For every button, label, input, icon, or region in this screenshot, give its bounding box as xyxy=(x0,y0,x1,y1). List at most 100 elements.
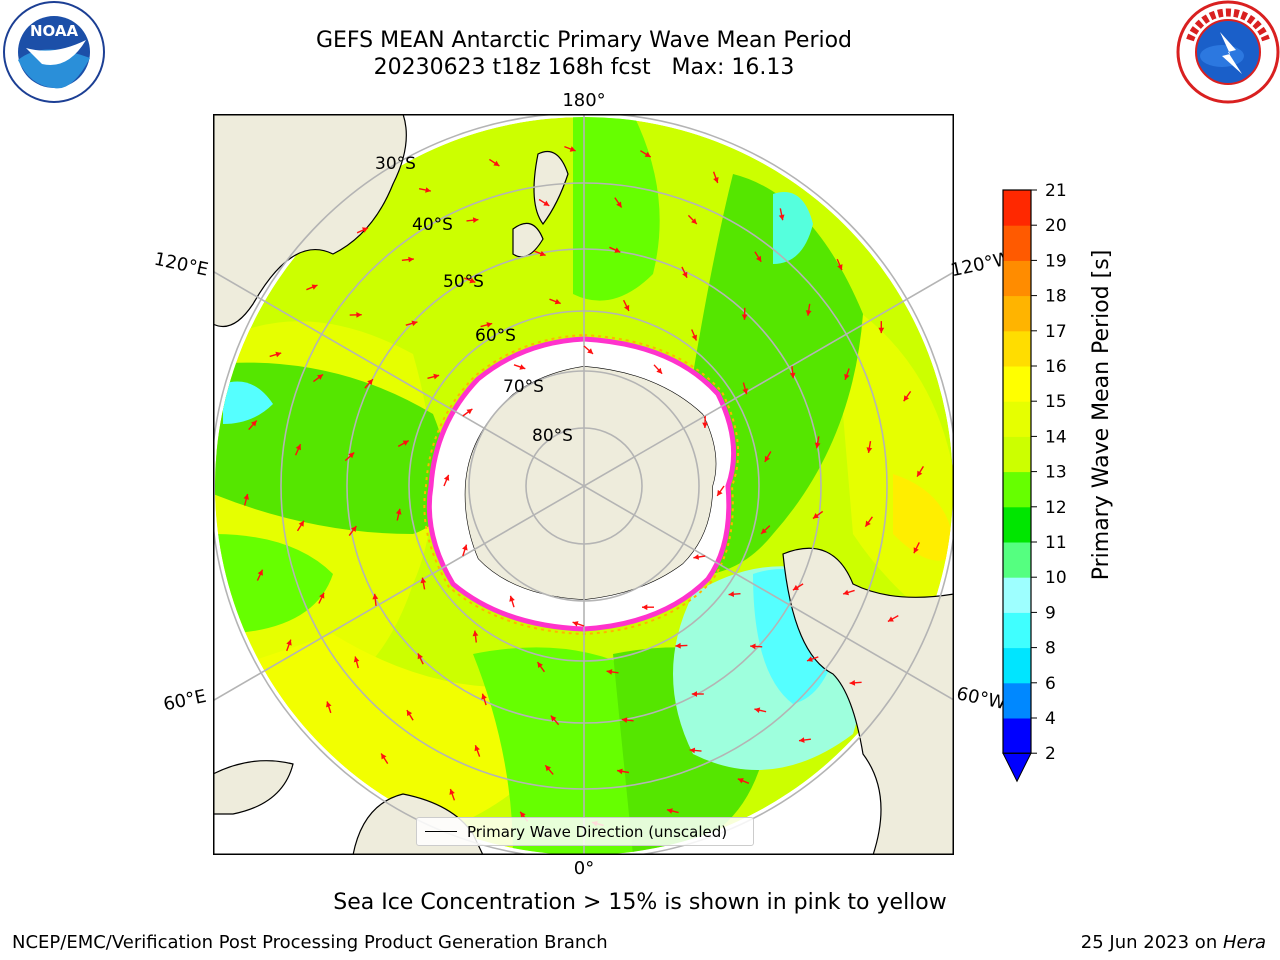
wave-arrow-head xyxy=(286,639,292,646)
lat-label-40s: 40°S xyxy=(412,215,453,235)
colorbar-segment xyxy=(1003,190,1031,226)
footer-date-text: 25 Jun 2023 on xyxy=(1080,932,1223,953)
chart-subtitle-run-info: 20230623 t18z 168h fcst Max: 16.13 xyxy=(373,55,795,80)
wave-arrow-head xyxy=(717,489,723,496)
wave-arrow-head xyxy=(750,643,756,650)
wave-arrow-head xyxy=(903,395,909,402)
colorbar-tick-label: 8 xyxy=(1045,639,1056,659)
wave-arrow-head xyxy=(367,379,373,385)
wave-arrow-head xyxy=(789,372,796,379)
wave-arrow-head xyxy=(425,187,431,193)
colorbar-tick-label: 16 xyxy=(1045,357,1067,377)
svg-text:NOAA: NOAA xyxy=(30,22,79,40)
wave-arrow-head xyxy=(372,593,379,600)
wave-arrow-head xyxy=(519,364,526,370)
wave-arrow-head xyxy=(311,284,318,290)
colorbar-segment xyxy=(1003,260,1031,297)
colorbar-tick-label: 19 xyxy=(1045,251,1067,271)
wave-arrow-head xyxy=(550,715,557,722)
colorbar-segment xyxy=(1003,471,1031,508)
wave-arrow-head xyxy=(865,520,871,527)
wave-arrow-head xyxy=(243,494,249,500)
wave-arrow-head xyxy=(466,408,473,415)
wave-arrow-head xyxy=(689,747,696,754)
colorbar-segment xyxy=(1003,647,1031,684)
wave-arrow-head xyxy=(554,298,561,305)
colorbar-segment xyxy=(1003,577,1031,613)
wave-arrow-head xyxy=(493,160,500,166)
colorbar-extend-min xyxy=(1002,752,1032,783)
wave-arrow-head xyxy=(691,691,697,697)
wave-arrow-head xyxy=(617,768,623,775)
wave-arrow-head xyxy=(395,508,402,515)
wave-arrow-head xyxy=(807,656,813,662)
colorbar-tick-label: 20 xyxy=(1045,216,1067,236)
colorbar-segment xyxy=(1003,682,1031,719)
colorbar-tick-label: 9 xyxy=(1045,603,1056,623)
wave-arrow-head xyxy=(545,765,551,772)
wave-arrow-head xyxy=(420,577,427,584)
colorbar-tick-label: 6 xyxy=(1045,674,1056,694)
wave-arrow-head xyxy=(682,271,688,278)
wave-arrow-head xyxy=(675,642,681,649)
lat-label-70s: 70°S xyxy=(503,377,544,397)
nws-logo-icon xyxy=(1176,0,1280,104)
wave-arrow-head xyxy=(866,447,873,453)
wave-arrow-head xyxy=(756,255,762,262)
wave-arrow-head xyxy=(411,320,418,327)
footer-date: 25 Jun 2023 on Hera xyxy=(1081,932,1266,953)
wave-arrow-head xyxy=(621,717,628,723)
wave-arrow-head xyxy=(469,277,476,284)
wave-arrow-head xyxy=(351,526,357,532)
wave-arrow-head xyxy=(326,701,332,708)
wave-arrow-head xyxy=(887,616,894,622)
wave-arrow-head xyxy=(737,778,744,784)
wave-arrow-head xyxy=(713,177,719,183)
colorbar-segment xyxy=(1003,401,1031,437)
colorbar-segment xyxy=(1003,718,1031,754)
wave-arrow-head xyxy=(778,214,785,221)
wave-arrow-head xyxy=(472,217,479,223)
wave-arrow-head xyxy=(606,669,613,675)
sea-ice-note: Sea Ice Concentration > 15% is shown in … xyxy=(333,890,947,915)
colorbar-tick-label: 2 xyxy=(1045,744,1056,764)
colorbar-tick-label: 14 xyxy=(1045,427,1067,447)
wave-arrow-head xyxy=(843,589,849,596)
wave-arrow-head xyxy=(251,420,257,427)
wave-arrow-head xyxy=(814,442,821,449)
wave-arrow-head xyxy=(693,554,699,560)
noaa-logo-icon: NOAA xyxy=(3,1,105,103)
wave-arrow-head xyxy=(702,422,708,428)
colorbar-segment xyxy=(1003,436,1031,473)
wave-arrow-head xyxy=(462,544,468,551)
wave-arrow-head xyxy=(257,569,263,576)
wave-arrow-head xyxy=(356,312,362,318)
wave-arrow-head xyxy=(792,584,799,591)
colorbar-tick-label: 18 xyxy=(1045,287,1067,307)
wave-arrow-head xyxy=(741,314,748,320)
colorbar-label: Primary Wave Mean Period [s] xyxy=(1089,250,1114,581)
wave-arrow-head xyxy=(402,440,409,446)
wave-arrow-head xyxy=(614,247,621,253)
legend-line-swatch xyxy=(425,831,457,832)
lon-label-180: 180° xyxy=(562,90,605,111)
graticule xyxy=(213,114,954,855)
wave-arrow-head xyxy=(520,811,526,818)
wave-arrow-head xyxy=(587,348,593,354)
wave-arrow-head xyxy=(509,595,515,602)
legend-label: Primary Wave Direction (unscaled) xyxy=(467,823,728,841)
wave-arrow-head xyxy=(764,455,770,462)
colorbar-segment xyxy=(1003,612,1031,649)
wave-arrow-head xyxy=(667,808,673,814)
wave-arrow-head xyxy=(408,256,414,263)
wave-arrow-head xyxy=(616,201,622,208)
wave-arrow-head xyxy=(572,621,579,627)
wave-arrow-head xyxy=(844,373,850,380)
lon-label-120e: 120°E xyxy=(152,249,210,281)
wave-arrow-head xyxy=(805,310,812,316)
wave-arrow-head xyxy=(642,604,648,611)
wave-arrow-head xyxy=(539,250,546,257)
wave-direction-arrows xyxy=(243,145,924,827)
wave-arrow-head xyxy=(917,470,923,477)
wave-arrow-head xyxy=(449,789,455,795)
